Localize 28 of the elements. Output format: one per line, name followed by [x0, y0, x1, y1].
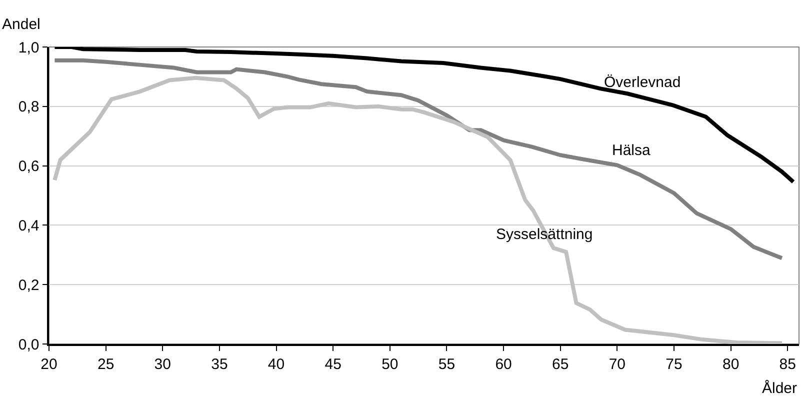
x-axis-title: Ålder	[762, 379, 798, 397]
x-tick-label: 55	[438, 356, 456, 373]
x-tick-label: 20	[40, 356, 58, 373]
y-tick-label: 0,8	[18, 98, 40, 116]
y-tick-label: 0,2	[18, 276, 40, 294]
line-series	[52, 58, 784, 260]
y-axis-title: Andel	[2, 16, 40, 33]
x-tick-label: 60	[495, 356, 512, 373]
x-tick-label: 45	[324, 356, 342, 373]
y-tick-label: 0,4	[18, 217, 40, 234]
x-tick-label: 80	[722, 356, 740, 373]
y-tick-label: 1,0	[18, 39, 40, 56]
x-tick-label: 50	[382, 356, 398, 373]
x-tick-label: 85	[779, 356, 796, 373]
x-tick-label: 75	[666, 356, 682, 373]
y-tick-label: 0,6	[18, 158, 40, 176]
line-series	[52, 76, 784, 344]
x-tick-label: 65	[552, 356, 569, 373]
x-tick-label: 40	[268, 356, 285, 373]
x-tick-label: 30	[154, 356, 171, 373]
y-tick-label: 0,0	[18, 336, 40, 354]
x-tick-label: 25	[97, 356, 114, 373]
line-series	[52, 47, 796, 184]
series-label: Hälsa	[612, 142, 652, 159]
series-label: Överlevnad	[604, 74, 681, 91]
x-tick-label: 35	[211, 356, 228, 373]
series-label: Sysselsättning	[496, 226, 593, 243]
x-tick-label: 70	[608, 356, 626, 373]
